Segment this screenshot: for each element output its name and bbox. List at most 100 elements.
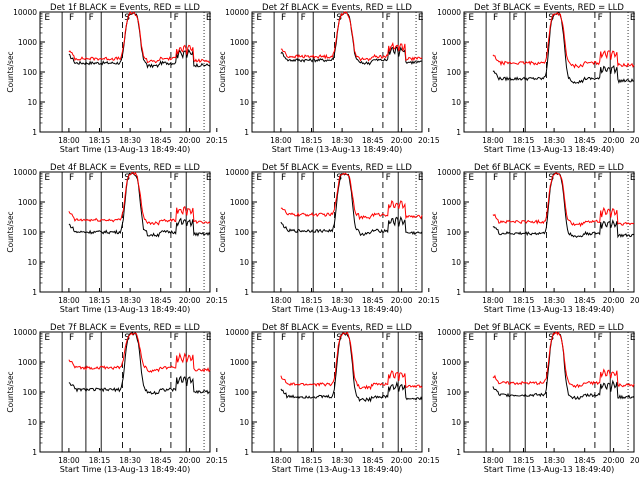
y-tick-label: 10 bbox=[27, 258, 37, 267]
x-tick-label: 20:15 bbox=[418, 456, 440, 465]
chart-title: Det 1f BLACK = Events, RED = LLD bbox=[50, 3, 200, 13]
chart-title: Det 6f BLACK = Events, RED = LLD bbox=[474, 163, 624, 173]
chart-panel-8: Det 8f BLACK = Events, RED = LLD 1 10 100 10… bbox=[218, 323, 440, 474]
x-tick-label: 18:00 bbox=[270, 456, 292, 465]
y-tick-label: 1000 bbox=[18, 38, 37, 47]
y-tick-label: 1 bbox=[244, 288, 249, 297]
region-label: E bbox=[44, 13, 50, 23]
region-label: E bbox=[206, 173, 212, 183]
y-tick-label: 10000 bbox=[225, 168, 249, 177]
region-label: E bbox=[630, 333, 636, 343]
y-tick-label: 10000 bbox=[437, 8, 461, 17]
region-label: F bbox=[513, 333, 518, 343]
x-tick-label: 18:30 bbox=[331, 296, 353, 305]
x-axis-label: Start Time (13-Aug-13 18:49:40) bbox=[60, 465, 191, 474]
x-tick-label: 20:00 bbox=[603, 456, 625, 465]
x-tick-label: 20:15 bbox=[418, 136, 440, 145]
chart-title: Det 2f BLACK = Events, RED = LLD bbox=[262, 3, 412, 13]
series-line-lld bbox=[68, 11, 211, 64]
y-tick-label: 1000 bbox=[442, 358, 461, 367]
y-tick-label: 100 bbox=[235, 388, 250, 397]
region-label: E bbox=[44, 173, 50, 183]
y-tick-label: 1 bbox=[244, 448, 249, 457]
x-tick-label: 18:15 bbox=[513, 136, 535, 145]
x-tick-label: 18:45 bbox=[150, 456, 172, 465]
chart-title: Det 9f BLACK = Events, RED = LLD bbox=[474, 323, 624, 333]
x-tick-label: 20:00 bbox=[391, 136, 413, 145]
y-axis-label: Counts/sec bbox=[6, 211, 15, 252]
x-tick-label: 20:15 bbox=[630, 136, 640, 145]
region-label: F bbox=[513, 13, 518, 23]
region-label: F bbox=[386, 13, 391, 23]
chart-title: Det 4f BLACK = Events, RED = LLD bbox=[50, 163, 200, 173]
x-tick-label: 18:15 bbox=[89, 296, 111, 305]
y-tick-label: 1000 bbox=[230, 198, 249, 207]
series-line-events bbox=[68, 172, 211, 238]
series-line-lld bbox=[68, 171, 211, 226]
x-tick-label: 18:00 bbox=[270, 296, 292, 305]
y-tick-label: 100 bbox=[23, 388, 38, 397]
x-tick-label: 20:15 bbox=[418, 296, 440, 305]
x-tick-label: 20:00 bbox=[391, 456, 413, 465]
region-label: F bbox=[493, 173, 498, 183]
x-tick-label: 20:00 bbox=[603, 296, 625, 305]
region-label: S bbox=[124, 333, 130, 343]
plot-frame bbox=[39, 11, 211, 133]
region-label: F bbox=[598, 333, 603, 343]
x-tick-label: 20:00 bbox=[179, 136, 201, 145]
region-label: F bbox=[69, 333, 74, 343]
x-tick-label: 18:30 bbox=[331, 456, 353, 465]
region-label: F bbox=[301, 173, 306, 183]
x-tick-label: 18:15 bbox=[301, 296, 323, 305]
y-tick-label: 10 bbox=[239, 258, 249, 267]
chart-panel-5: Det 5f BLACK = Events, RED = LLD 1 10 100 10… bbox=[218, 163, 440, 314]
y-tick-label: 100 bbox=[447, 228, 462, 237]
region-label: S bbox=[124, 13, 130, 23]
region-label: F bbox=[89, 13, 94, 23]
region-label: F bbox=[301, 333, 306, 343]
x-tick-label: 18:45 bbox=[574, 136, 596, 145]
x-tick-label: 18:00 bbox=[58, 456, 80, 465]
region-label: F bbox=[89, 173, 94, 183]
chart-panel-2: Det 2f BLACK = Events, RED = LLD 1 10 100 10… bbox=[218, 3, 440, 154]
x-tick-label: 18:45 bbox=[574, 296, 596, 305]
y-axis-label: Counts/sec bbox=[6, 371, 15, 412]
series-line-lld bbox=[492, 331, 635, 389]
x-tick-label: 20:00 bbox=[179, 456, 201, 465]
region-label: F bbox=[174, 173, 179, 183]
x-axis-label: Start Time (13-Aug-13 18:49:40) bbox=[484, 305, 615, 314]
region-label: E bbox=[418, 333, 424, 343]
x-tick-label: 18:15 bbox=[513, 296, 535, 305]
x-axis-label: Start Time (13-Aug-13 18:49:40) bbox=[484, 465, 615, 474]
x-tick-label: 20:00 bbox=[603, 136, 625, 145]
x-axis-label: Start Time (13-Aug-13 18:49:40) bbox=[272, 465, 403, 474]
y-axis-label: Counts/sec bbox=[430, 211, 439, 252]
y-tick-label: 1000 bbox=[18, 358, 37, 367]
y-tick-label: 100 bbox=[447, 68, 462, 77]
region-label: E bbox=[206, 13, 212, 23]
region-label: F bbox=[89, 333, 94, 343]
chart-title: Det 3f BLACK = Events, RED = LLD bbox=[474, 3, 624, 13]
plot-frame bbox=[39, 171, 211, 293]
y-tick-label: 10 bbox=[451, 418, 461, 427]
y-tick-label: 1 bbox=[244, 128, 249, 137]
x-axis-label: Start Time (13-Aug-13 18:49:40) bbox=[484, 145, 615, 154]
x-tick-label: 20:15 bbox=[630, 456, 640, 465]
x-tick-label: 18:45 bbox=[362, 296, 384, 305]
region-label: S bbox=[336, 333, 342, 343]
plot-frame bbox=[463, 331, 635, 453]
region-label: S bbox=[548, 173, 554, 183]
y-axis-label: Counts/sec bbox=[430, 371, 439, 412]
region-label: E bbox=[418, 13, 424, 23]
x-tick-label: 20:15 bbox=[206, 296, 228, 305]
series-line-lld bbox=[280, 172, 423, 221]
y-tick-label: 1 bbox=[32, 448, 37, 457]
region-label: F bbox=[598, 173, 603, 183]
region-label: E bbox=[468, 173, 474, 183]
y-tick-label: 10 bbox=[451, 98, 461, 107]
y-tick-label: 10000 bbox=[13, 168, 37, 177]
chart-panel-6: Det 6f BLACK = Events, RED = LLD 1 10 100 10… bbox=[430, 163, 640, 314]
y-tick-label: 10 bbox=[239, 98, 249, 107]
region-label: E bbox=[256, 333, 262, 343]
